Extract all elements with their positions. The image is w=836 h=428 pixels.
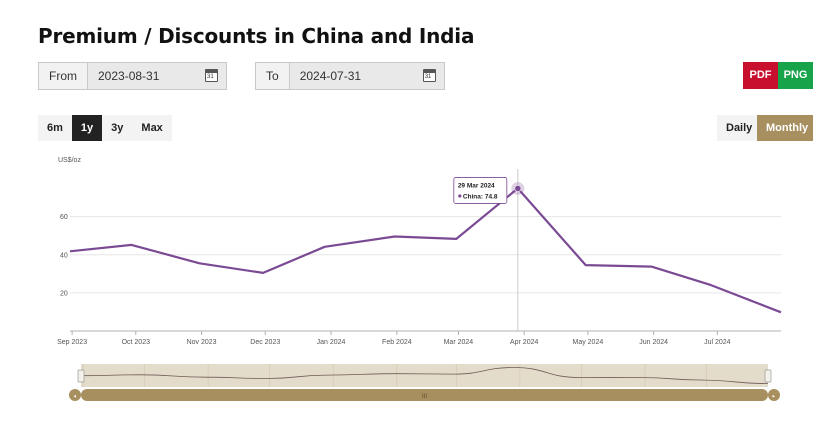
y-tick-label: 40: [60, 252, 68, 259]
period-selector: Daily Monthly: [717, 115, 813, 141]
y-tick-label: 20: [60, 290, 68, 297]
x-tick-label: Feb 2024: [382, 339, 412, 346]
x-tick-label: Dec 2023: [250, 339, 280, 346]
x-tick-label: Apr 2024: [510, 339, 539, 346]
tooltip-box: [453, 177, 508, 204]
png-export-button[interactable]: PNG: [778, 62, 813, 89]
calendar-icon[interactable]: 31: [422, 69, 436, 82]
navigator-left-handle[interactable]: [77, 369, 85, 383]
monthly-button[interactable]: Monthly: [757, 115, 813, 141]
daily-button[interactable]: Daily: [717, 115, 757, 141]
series-points: [511, 181, 525, 195]
navigator-area[interactable]: [81, 364, 768, 387]
navigator-right-handle[interactable]: [764, 369, 772, 383]
to-label: To: [256, 63, 290, 89]
x-tick-label: Mar 2024: [444, 339, 474, 346]
range-button-3y[interactable]: 3y: [111, 122, 124, 134]
range-selector: 6m 1y 3y Max: [38, 115, 172, 141]
x-tick-label: Jun 2024: [639, 339, 668, 346]
scroll-right-arrow-icon: ▸: [773, 394, 776, 400]
tooltip: 29 Mar 2024 China: 74.8: [453, 177, 508, 204]
tooltip-series-dot: [458, 194, 462, 198]
gridlines: [70, 216, 781, 294]
y-tick-label: 60: [60, 214, 68, 221]
range-button-1y[interactable]: 1y: [71, 115, 103, 141]
y-axis-label: US$/oz: [58, 157, 81, 164]
to-date-value: 2024-07-31: [299, 69, 362, 83]
hover-halo: [511, 181, 525, 195]
scroll-left-button[interactable]: [69, 389, 81, 401]
scroll-left-arrow-icon: ◂: [74, 394, 77, 400]
x-tick-label: Oct 2023: [122, 339, 151, 346]
pdf-export-button[interactable]: PDF: [743, 62, 778, 89]
x-tick-label: Jul 2024: [704, 339, 731, 346]
scrollbar-grip-icon[interactable]: III: [422, 394, 427, 400]
x-tick-label: Sep 2023: [57, 339, 87, 346]
from-label: From: [39, 63, 88, 89]
x-axis-ticks: Sep 2023 Oct 2023 Nov 2023 Dec 2023 Jan 2024…: [57, 331, 731, 346]
from-date-field[interactable]: From 2023-08-31 31: [38, 62, 227, 90]
to-date-input[interactable]: 2024-07-31 31: [289, 63, 444, 89]
range-button-6m[interactable]: 6m: [47, 122, 63, 134]
calendar-day: 31: [424, 74, 432, 80]
tooltip-value: China: 74.8: [463, 193, 498, 200]
calendar-icon[interactable]: 31: [205, 69, 218, 82]
to-date-field[interactable]: To 2024-07-31 31: [255, 62, 445, 90]
tooltip-date: 29 Mar 2024: [458, 182, 495, 189]
range-button-max[interactable]: Max: [141, 122, 163, 134]
series-line-china: [69, 187, 782, 314]
navigator-series-line: [80, 367, 769, 384]
data-point: [514, 184, 522, 193]
page-title: Premium / Discounts in China and India: [38, 24, 475, 48]
x-tick-label: Jan 2024: [317, 339, 346, 346]
scroll-right-button[interactable]: [768, 389, 780, 401]
from-date-value: 2023-08-31: [98, 69, 160, 83]
export-buttons: PDF PNG: [743, 62, 813, 89]
navigator-scrollbar[interactable]: [81, 389, 768, 401]
y-axis-ticks: 20 40 60: [60, 214, 68, 297]
from-date-input[interactable]: 2023-08-31 31: [88, 63, 226, 89]
x-tick-label: Nov 2023: [187, 339, 217, 346]
calendar-day: 31: [207, 74, 214, 80]
x-tick-label: May 2024: [572, 339, 603, 346]
